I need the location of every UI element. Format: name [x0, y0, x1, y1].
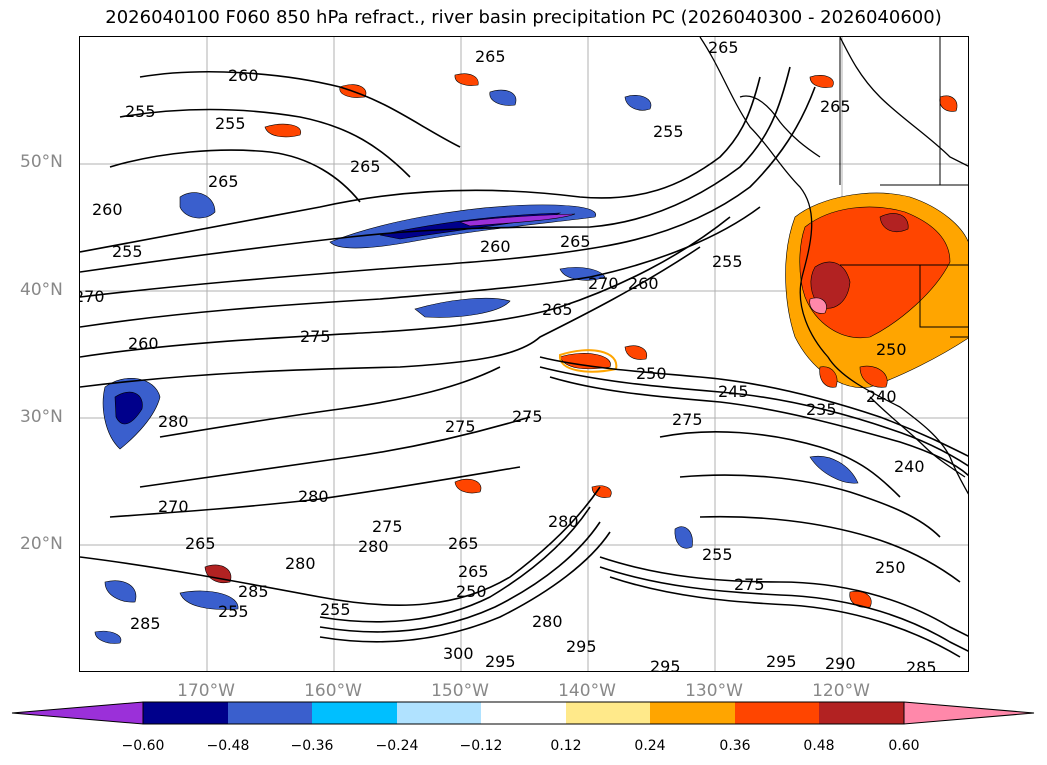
contour-label: 275: [445, 417, 476, 436]
contour-label: 300: [443, 644, 474, 663]
contour-label: 265: [708, 38, 739, 57]
contour-label: 260: [128, 334, 159, 353]
contour-label: 285: [130, 614, 161, 633]
contour-label: 235: [806, 400, 837, 419]
colorbar-extend-low: [11, 701, 144, 725]
contour-label: 250: [636, 364, 667, 383]
lon-label-140w: 140°W: [558, 681, 616, 701]
colorbar-bin: [735, 702, 819, 724]
contour-label: 280: [158, 412, 189, 431]
lat-label-30n: 30°N: [20, 407, 63, 427]
contour-label: 250: [876, 340, 907, 359]
map-title: 2026040100 F060 850 hPa refract., river …: [105, 7, 942, 28]
contour-label: 265: [475, 47, 506, 66]
contour-label: 270: [80, 287, 105, 306]
contour-label: 295: [485, 652, 516, 671]
refractivity-contours: [80, 66, 968, 658]
contour-label: 265: [542, 300, 573, 319]
contour-label: 245: [718, 382, 749, 401]
colorbar-tick: −0.24: [375, 738, 419, 754]
contour-label: 275: [512, 407, 543, 426]
lat-label-50n: 50°N: [20, 152, 63, 172]
contour-label: 275: [734, 575, 765, 594]
colorbar-extend-high: [903, 701, 1035, 725]
contour-label: 260: [480, 237, 511, 256]
colorbar-tick: 0.36: [719, 738, 751, 754]
lat-label-20n: 20°N: [20, 534, 63, 554]
lat-label-40n: 40°N: [20, 280, 63, 300]
contour-label: 255: [712, 252, 743, 271]
colorbar-bin: [566, 702, 650, 724]
contour-label: 265: [208, 172, 239, 191]
negative-pc-patches: [94, 89, 859, 644]
colorbar-bin: [481, 702, 566, 724]
contour-label: 295: [566, 637, 597, 656]
contour-label: 265: [458, 562, 489, 581]
colorbar-tick: −0.36: [290, 738, 334, 754]
contour-label: 295: [766, 652, 797, 671]
map-panel: 260 265 265 255 255 265 265 265 260 255 …: [79, 36, 969, 672]
colorbar-tick: −0.12: [459, 738, 503, 754]
contour-label: 280: [358, 537, 389, 556]
contour-label: 265: [185, 534, 216, 553]
colorbar-bin: [228, 702, 312, 724]
contour-label: 255: [653, 122, 684, 141]
map-canvas: 260 265 265 255 255 265 265 265 260 255 …: [80, 37, 968, 672]
contour-label: 285: [906, 658, 937, 672]
contour-label: 265: [350, 157, 381, 176]
colorbar-bin: [312, 702, 397, 724]
positive-pc-patches: [204, 73, 968, 608]
contour-label: 255: [112, 242, 143, 261]
contour-label: 290: [825, 654, 856, 672]
contour-label: 280: [532, 612, 563, 631]
contour-label: 275: [672, 410, 703, 429]
contour-label: 255: [218, 602, 249, 621]
lon-label-170w: 170°W: [177, 681, 235, 701]
contour-label: 265: [560, 232, 591, 251]
contour-label: 265: [448, 534, 479, 553]
colorbar-tick: 0.24: [634, 738, 666, 754]
colorbar-tick: 0.48: [803, 738, 835, 754]
colorbar-tick: 0.60: [888, 738, 920, 754]
contour-label: 260: [628, 274, 659, 293]
contour-label: 280: [285, 554, 316, 573]
colorbar-bin: [143, 702, 228, 724]
contour-label: 280: [548, 512, 579, 531]
contour-label: 275: [300, 327, 331, 346]
colorbar-graphic: [11, 701, 1035, 725]
contour-label: 260: [228, 66, 259, 85]
contour-label: 260: [92, 200, 123, 219]
colorbar: [0, 700, 1047, 730]
contour-label: 255: [215, 114, 246, 133]
colorbar-tick: −0.48: [206, 738, 250, 754]
contour-label: 250: [456, 582, 487, 601]
contour-label: 270: [588, 274, 619, 293]
contour-label: 295: [650, 657, 681, 672]
contour-label: 250: [875, 558, 906, 577]
colorbar-bin: [397, 702, 481, 724]
colorbar-tick: −0.60: [121, 738, 165, 754]
contour-label: 255: [702, 545, 733, 564]
lon-label-130w: 130°W: [685, 681, 743, 701]
contour-label: 285: [238, 582, 269, 601]
lon-label-160w: 160°W: [304, 681, 362, 701]
contour-label: 240: [894, 457, 925, 476]
colorbar-tick: 0.12: [550, 738, 582, 754]
contour-label: 240: [866, 387, 897, 406]
contour-label: 275: [372, 517, 403, 536]
lon-label-120w: 120°W: [812, 681, 870, 701]
contour-label: 255: [125, 102, 156, 121]
contour-label: 270: [158, 497, 189, 516]
contour-label: 255: [320, 600, 351, 619]
lon-label-150w: 150°W: [431, 681, 489, 701]
colorbar-bin: [650, 702, 735, 724]
colorbar-bin: [819, 702, 904, 724]
contour-label: 265: [820, 97, 851, 116]
contour-labels: 260 265 265 255 255 265 265 265 260 255 …: [80, 38, 937, 672]
contour-label: 280: [298, 487, 329, 506]
